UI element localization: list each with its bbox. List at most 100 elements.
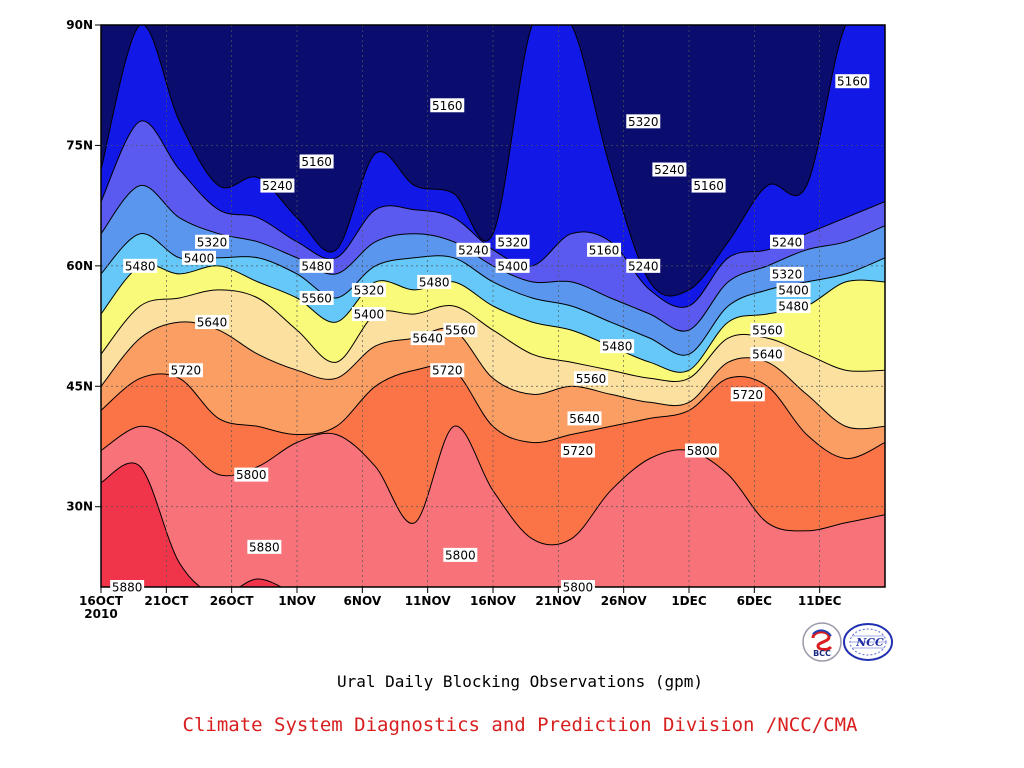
- contour-label: 5240: [626, 258, 661, 273]
- contour-label-text: 5880: [249, 540, 280, 554]
- contour-label-bg: [560, 443, 595, 458]
- credit-line: Climate System Diagnostics and Predictio…: [182, 714, 858, 736]
- contour-label-text: 5320: [772, 267, 803, 281]
- contour-label-text: 5640: [197, 316, 228, 330]
- contour-label: 5720: [730, 387, 765, 402]
- contour-label: 5480: [417, 274, 452, 289]
- contour-label: 5400: [182, 250, 216, 265]
- y-tick-label: 90N: [66, 18, 93, 32]
- contour-label-bg: [351, 282, 386, 297]
- contour-label: 5480: [123, 258, 158, 273]
- x-tick-label: 16NOV: [470, 594, 517, 608]
- contour-label: 5720: [168, 363, 203, 378]
- contour-label-bg: [430, 98, 465, 113]
- contour-label-text: 5800: [445, 548, 476, 562]
- contour-line-5160: [101, 25, 885, 297]
- contour-label-text: 5320: [497, 235, 528, 249]
- contour-label-bg: [560, 580, 595, 594]
- contour-label-bg: [495, 258, 530, 273]
- chart-title: Ural Daily Blocking Observations (gpm): [336, 672, 704, 691]
- contour-label-bg: [351, 307, 386, 322]
- contour-label-text: 5640: [752, 348, 783, 362]
- contour-label: 5240: [456, 242, 491, 257]
- contour-label-bg: [410, 331, 445, 346]
- y-axis: 30N 45N 60N 75N 90N: [66, 18, 101, 514]
- x-tick-label: 26OCT: [210, 594, 255, 608]
- contour-label-text: 5240: [654, 163, 685, 177]
- contour-label-bg: [750, 347, 785, 362]
- contour-label: 5160: [430, 98, 465, 113]
- contour-label-text: 5160: [589, 243, 620, 257]
- contour-label-text: 5560: [301, 291, 332, 305]
- contour-label-text: 5480: [778, 300, 809, 314]
- contour-label-text: 5720: [563, 444, 594, 458]
- contour-label-bg: [587, 242, 622, 257]
- contour-label-bg: [195, 234, 230, 249]
- contour-label-text: 5480: [602, 340, 633, 354]
- contour-label: 5320: [195, 234, 230, 249]
- bcc-logo: BCC: [802, 622, 842, 662]
- contour-label: 5880: [247, 539, 282, 554]
- contour-label-bg: [260, 178, 295, 193]
- contour-label-bg: [110, 580, 145, 594]
- contour-label-bg: [443, 323, 478, 338]
- contour-label-text: 5480: [301, 259, 332, 273]
- x-tick-label: 1NOV: [278, 594, 316, 608]
- contour-line-5240: [101, 120, 885, 308]
- contour-label: 5480: [600, 339, 635, 354]
- contour-label: 5480: [299, 258, 334, 273]
- contour-label-text: 5160: [837, 75, 868, 89]
- x-tick-label: 21OCT: [144, 594, 189, 608]
- contour-label-bg: [195, 315, 230, 330]
- x-axis: 16OCT 21OCT 26OCT 1NOV 6NOV 11NOV 16NOV 21NOV 26…: [79, 587, 842, 621]
- contour-label-bg: [835, 74, 870, 89]
- contour-label: 5400: [351, 307, 386, 322]
- contour-label-text: 5560: [752, 324, 783, 338]
- contour-label-text: 5240: [628, 259, 659, 273]
- contour-label-bg: [495, 234, 530, 249]
- contour-label: 5160: [299, 154, 334, 169]
- contour-label-bg: [247, 539, 282, 554]
- contour-label: 5800: [443, 547, 478, 562]
- contour-label-bg: [234, 467, 269, 482]
- contour-label-bg: [123, 258, 158, 273]
- contour-label-text: 5800: [236, 468, 267, 482]
- contour-label: 5720: [430, 363, 465, 378]
- contour-label-text: 5240: [772, 235, 803, 249]
- contour-label-text: 5160: [301, 155, 332, 169]
- contour-label: 5880: [110, 580, 145, 595]
- contour-label: 5560: [574, 371, 608, 386]
- contour-label: 5320: [351, 282, 386, 297]
- contour-labels: 5160 5160 5160 5160 5160 5240 5240 5240 5240 5240…: [110, 74, 870, 595]
- contour-label-bg: [299, 290, 334, 305]
- contour-label-bg: [417, 274, 452, 289]
- contour-label-text: 5720: [171, 364, 202, 378]
- ncc-logo-text: NCC: [855, 636, 884, 649]
- contour-label-bg: [430, 363, 465, 378]
- contour-label-text: 5640: [412, 332, 443, 346]
- x-tick-label: 11DEC: [798, 594, 842, 608]
- y-tick-label: 75N: [66, 138, 93, 152]
- contour-label: 5320: [626, 114, 661, 129]
- contour-label-bg: [730, 387, 765, 402]
- y-tick-label: 30N: [66, 500, 93, 514]
- contour-label: 5560: [750, 323, 785, 338]
- contour-label-text: 5480: [419, 275, 450, 289]
- contour-label: 5160: [835, 74, 870, 89]
- contour-label-bg: [626, 258, 661, 273]
- contour-label-bg: [456, 242, 491, 257]
- contour-label: 5240: [770, 234, 804, 249]
- x-tick-label: 6NOV: [344, 594, 382, 608]
- x-year-label: 2010: [84, 607, 117, 621]
- contour-label-bg: [299, 154, 334, 169]
- grid-lines: [101, 25, 885, 587]
- contour-label-text: 5400: [184, 251, 215, 265]
- contour-label: 5800: [234, 467, 269, 482]
- contour-label-text: 5800: [687, 444, 718, 458]
- band-5880: [101, 463, 282, 587]
- contour-label: 5160: [587, 242, 622, 257]
- contour-label-bg: [600, 339, 635, 354]
- contour-label-text: 5880: [112, 581, 143, 595]
- contour-label-bg: [776, 282, 811, 297]
- contour-label-text: 5800: [563, 581, 594, 595]
